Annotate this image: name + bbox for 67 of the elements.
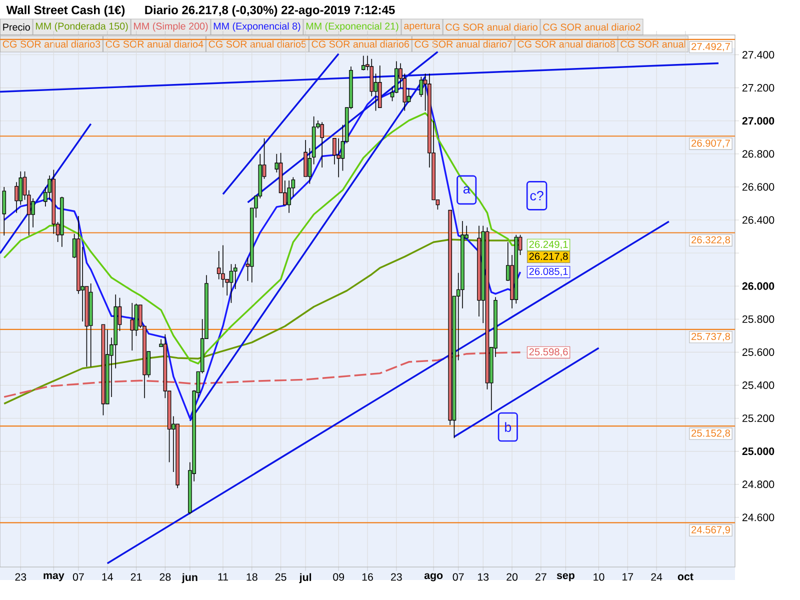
x-tick-label: jul [299, 573, 312, 584]
annotation: CG SOR anual diario8 [518, 40, 615, 48]
x-tick-label: 07 [72, 573, 84, 581]
annotation: CG SOR anual diario3 [2, 40, 100, 48]
y-tick-label: 26.000 [742, 282, 774, 290]
annotation: CG SOR anual diario5 [208, 40, 306, 48]
x-tick-label: jun [182, 573, 198, 584]
x-tick-label: 25 [275, 573, 286, 581]
y-tick-label: 25.800 [742, 315, 774, 323]
y-tick-label: 27.200 [742, 84, 774, 92]
y-tick-label: 26.600 [742, 183, 774, 191]
text: apertura [404, 22, 440, 32]
chart-subtitle: Diario 26.217,8 (-0,30%) 22-ago-2019 7:12:45 [145, 5, 395, 17]
annotation: CG SOR anual diario7 [414, 40, 512, 48]
y-tick-label: 25.000 [742, 448, 774, 456]
text: MM (Exponencial 21) [306, 22, 398, 32]
x-tick-label: 23 [391, 573, 402, 581]
annotation: CG SOR anual diario4 [106, 40, 204, 48]
text: MM (Ponderada 150) [36, 22, 128, 32]
y-tick-label: 27.400 [742, 50, 774, 59]
annotation: a [463, 186, 470, 194]
x-tick-label: 20 [506, 573, 518, 581]
ref-line-label: 26.907,7 [692, 140, 730, 148]
text: CG SOR anual diario [446, 23, 538, 31]
x-tick-label: 24 [651, 573, 662, 581]
x-tick-label: sep [556, 573, 574, 582]
y-tick-label: 26.800 [742, 150, 774, 158]
y-tick-label: 25.200 [742, 414, 774, 422]
y-tick-label: 26.400 [742, 216, 774, 224]
annotation: CG SOR anual diario6 [312, 40, 410, 48]
data-label: 25.598,6 [529, 348, 568, 357]
chart-title: Wall Street Cash (1€) [6, 5, 125, 17]
text: MM (Simple 200) [134, 22, 208, 32]
x-tick-label: 07 [452, 573, 464, 581]
text: Precio [3, 23, 30, 31]
ref-line-label: 27.492,7 [692, 42, 730, 52]
annotation: c? [530, 190, 544, 200]
x-tick-label: ago [424, 573, 443, 582]
x-tick-label: may [44, 573, 64, 582]
x-tick-label: 11 [218, 573, 228, 581]
x-tick-label: 17 [622, 573, 634, 581]
data-label: 26.249,1 [529, 240, 568, 250]
x-tick-label: 09 [333, 573, 344, 581]
x-tick-label: oct [678, 573, 694, 580]
x-tick-label: 14 [102, 573, 113, 581]
x-tick-label: 16 [362, 573, 373, 581]
x-tick-label: 18 [246, 573, 258, 581]
text: CG SOR anual diario2 [543, 23, 640, 31]
ref-line-label: 24.567,9 [692, 526, 730, 535]
ref-line-label: 26.322,8 [692, 236, 730, 245]
ref-line-label: 25.737,8 [692, 332, 730, 342]
y-tick-label: 25.400 [742, 381, 774, 389]
y-tick-label: 27.000 [742, 117, 774, 125]
text: MM (Exponencial 8) [214, 22, 300, 32]
x-tick-label: 28 [160, 573, 171, 581]
x-tick-label: 27 [536, 573, 546, 581]
ref-line-label: 25.152,8 [692, 430, 730, 438]
y-tick-label: 24.800 [742, 480, 774, 488]
y-tick-label: 25.600 [742, 348, 774, 356]
annotation: CG SOR anual [620, 40, 686, 48]
x-tick-label: 23 [15, 573, 26, 581]
x-tick-label: 21 [130, 573, 142, 581]
data-label: 26.085,1 [529, 268, 568, 276]
x-tick-label: 13 [478, 573, 489, 581]
y-tick-label: 24.600 [742, 514, 774, 522]
x-tick-label: 10 [594, 573, 604, 581]
text: 26.217,8 [529, 252, 568, 262]
